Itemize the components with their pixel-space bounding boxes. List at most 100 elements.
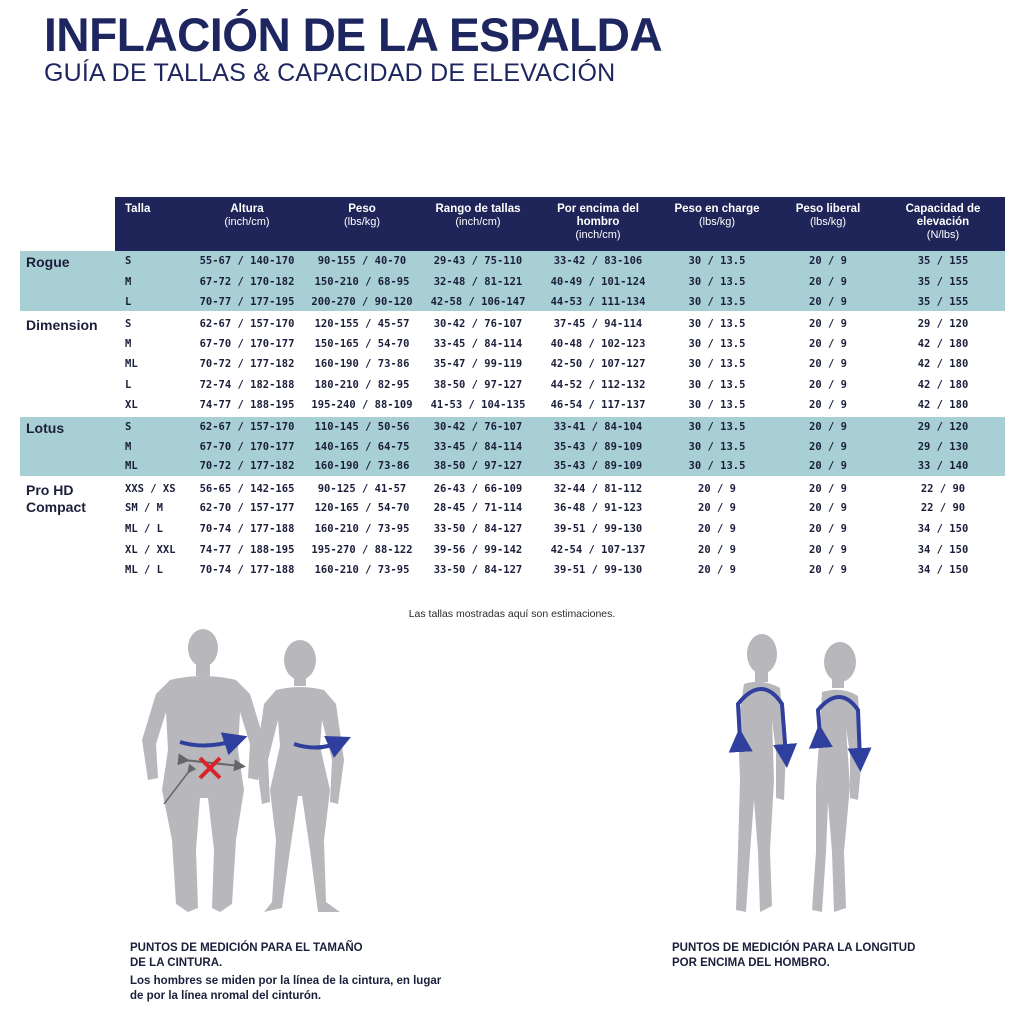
size-cell: XL (125, 398, 138, 411)
male-front-figure-icon (142, 629, 264, 912)
table-row: M 67-70 / 170-177 140-165 / 64-75 33-45 / 8… (20, 436, 1005, 457)
value-cell: 30 / 13.5 (659, 414, 775, 437)
female-side-figure-icon (812, 642, 862, 912)
value-cell: 160-190 / 73-86 (305, 456, 419, 478)
value-cell: 41-53 / 104-135 (430, 398, 526, 411)
value-cell: 160-190 / 73-86 (314, 358, 410, 371)
table-header-row: Talla Altura (inch/cm) Peso (lbs/kg) Rango de… (20, 197, 1005, 251)
waist-caption-title-1: PUNTOS DE MEDICIÓN PARA EL TAMAÑO (130, 942, 363, 954)
value-cell: 29 / 120 (881, 311, 1005, 334)
value-cell: 200-270 / 90-120 (305, 292, 419, 313)
value-cell: 34 / 150 (917, 543, 969, 556)
value-cell: 42-58 / 106-147 (419, 292, 537, 313)
waist-caption: PUNTOS DE MEDICIÓN PARA EL TAMAÑO DE LA … (130, 941, 490, 1004)
value-cell: 35-43 / 89-109 (537, 456, 659, 478)
value-cell: 35 / 155 (881, 251, 1005, 272)
size-cell: ML / L (125, 564, 163, 577)
value-cell: 39-56 / 99-142 (433, 543, 523, 556)
value-cell: 30 / 13.5 (688, 358, 746, 371)
estimate-note: Las tallas mostradas aquí son estimacion… (408, 608, 616, 620)
value-cell: 42-50 / 107-127 (550, 358, 646, 371)
column-header: Capacidad de elevación (N/lbs) (881, 197, 1005, 251)
shoulder-caption: PUNTOS DE MEDICIÓN PARA LA LONGITUD POR … (672, 941, 972, 971)
size-cell: SM / M (125, 502, 163, 515)
value-cell: 62-67 / 157-170 (189, 414, 305, 437)
size-cell: ML (125, 358, 138, 371)
value-cell: 20 / 9 (698, 543, 736, 556)
value-cell: 33-45 / 84-114 (433, 337, 523, 350)
measurement-figures (142, 629, 872, 912)
value-cell: 20 / 9 (809, 502, 847, 515)
value-cell: 28-45 / 71-114 (433, 502, 523, 515)
size-cell: XXS / XS (115, 476, 189, 499)
column-header-unit: (lbs/kg) (343, 216, 381, 228)
value-cell: 195-240 / 88-109 (311, 398, 413, 411)
value-cell: 30 / 13.5 (659, 251, 775, 272)
value-cell: 74-77 / 188-195 (199, 398, 295, 411)
table-row: ML 70-72 / 177-182 160-190 / 73-86 35-47 / … (20, 354, 1005, 375)
value-cell: 150-165 / 54-70 (314, 337, 410, 350)
column-header-label: Altura (230, 203, 264, 215)
value-cell: 30 / 13.5 (659, 311, 775, 334)
value-cell: 40-48 / 102-123 (550, 337, 646, 350)
value-cell: 30 / 13.5 (659, 292, 775, 313)
value-cell: 20 / 9 (775, 414, 881, 437)
value-cell: 29-43 / 75-110 (419, 251, 537, 272)
value-cell: 29 / 130 (881, 436, 1005, 457)
male-shoulder-arrow-icon (728, 687, 798, 768)
size-cell: M (125, 337, 132, 350)
value-cell: 32-48 / 81-121 (419, 271, 537, 293)
column-header-label: Peso en charge (674, 203, 760, 215)
value-cell: 34 / 150 (917, 564, 969, 577)
column-header: Peso (lbs/kg) (305, 197, 419, 251)
value-cell: 40-49 / 101-124 (537, 271, 659, 293)
female-waist-arrow-icon (293, 736, 351, 758)
table-row: ML / L 70-74 / 177-188 160-210 / 73-95 33-5… (20, 560, 1005, 581)
product-name: Rogue (20, 251, 115, 313)
size-cell: S (115, 251, 189, 272)
value-cell: 67-70 / 170-177 (189, 436, 305, 457)
value-cell: 38-50 / 97-127 (433, 378, 523, 391)
table-row: XL 74-77 / 188-195 195-240 / 88-109 41-53 /… (20, 395, 1005, 416)
table-row: L 72-74 / 182-188 180-210 / 82-95 38-50 / 9… (20, 375, 1005, 396)
belt-line-arrow-icon (177, 753, 246, 772)
value-cell: 39-51 / 99-130 (553, 523, 643, 536)
table-row: M 67-72 / 170-182 150-210 / 68-95 32-48 / 8… (20, 271, 1005, 293)
value-cell: 70-72 / 177-182 (189, 456, 305, 478)
value-cell: 42 / 180 (917, 358, 969, 371)
value-cell: 20 / 9 (775, 251, 881, 272)
pointer-arrow-icon (163, 763, 197, 805)
value-cell: 20 / 9 (775, 271, 881, 293)
table-body: Rogue S 55-67 / 140-170 90-155 / 40-70 29-43… (20, 251, 1005, 581)
value-cell: 160-210 / 73-95 (314, 564, 410, 577)
value-cell: 22 / 90 (920, 502, 966, 515)
value-cell: 20 / 9 (775, 476, 881, 499)
header-blank-cell (20, 197, 115, 251)
value-cell: 39-51 / 99-130 (553, 564, 643, 577)
value-cell: 22 / 90 (881, 476, 1005, 499)
value-cell: 30 / 13.5 (659, 456, 775, 478)
value-cell: 20 / 9 (809, 378, 847, 391)
value-cell: 20 / 9 (775, 292, 881, 313)
value-cell: 120-155 / 45-57 (305, 311, 419, 334)
value-cell: 20 / 9 (809, 398, 847, 411)
column-header: Peso liberal (lbs/kg) (775, 197, 881, 251)
value-cell: 35 / 155 (881, 292, 1005, 313)
value-cell: 72-74 / 182-188 (199, 378, 295, 391)
table-row: ML / L 70-74 / 177-188 160-210 / 73-95 33-5… (20, 519, 1005, 540)
size-cell: ML (115, 456, 189, 478)
female-front-figure-icon (256, 640, 344, 912)
product-name: Pro HD Compact (20, 476, 115, 581)
value-cell: 70-74 / 177-188 (199, 564, 295, 577)
value-cell: 35-47 / 99-119 (433, 358, 523, 371)
value-cell: 30 / 13.5 (659, 436, 775, 457)
value-cell: 90-125 / 41-57 (305, 476, 419, 499)
column-header-unit: (inch/cm) (575, 229, 621, 241)
value-cell: 26-43 / 66-109 (419, 476, 537, 499)
value-cell: 20 / 9 (698, 564, 736, 577)
size-cell: M (115, 436, 189, 457)
column-header-label: Rango de tallas (435, 203, 521, 215)
value-cell: 67-70 / 170-177 (199, 337, 295, 350)
size-cell: L (115, 292, 189, 313)
column-header: Talla (115, 197, 189, 251)
